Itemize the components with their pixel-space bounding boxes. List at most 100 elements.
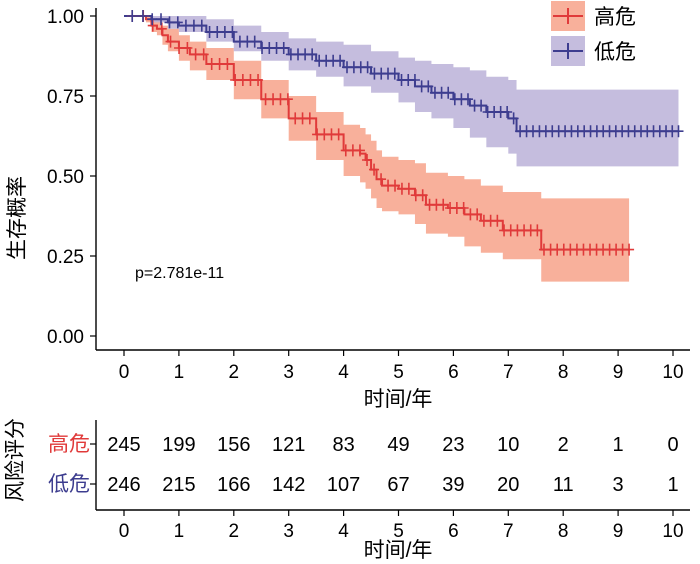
censor-mark — [249, 35, 260, 48]
main-axes: 0.00 0.25 0.50 0.75 1.00 0 1 2 3 4 5 6 7 8 9 10 — [47, 7, 690, 383]
risk-count: 10 — [497, 434, 519, 456]
censor-mark — [182, 42, 193, 54]
risk-count: 121 — [272, 434, 305, 456]
risk-count: 156 — [217, 434, 250, 456]
censor-mark — [417, 189, 428, 202]
y-tick-label: 0.25 — [47, 247, 84, 268]
censor-mark — [462, 93, 473, 106]
censor-mark — [390, 179, 401, 192]
censor-mark — [174, 42, 185, 54]
censor-mark — [147, 13, 158, 26]
risk-count: 2 — [558, 434, 569, 456]
censor-mark — [354, 144, 365, 157]
risk-x-tick-label: 10 — [662, 521, 683, 542]
censor-mark — [443, 86, 454, 99]
censor-mark — [304, 112, 315, 125]
censor-mark — [389, 67, 400, 80]
risk-count: 83 — [332, 434, 354, 456]
risk-count: 23 — [442, 434, 464, 456]
risk-table: 高危 245 199 156 121 83 49 23 10 2 1 0低危 246 215 166 142 1… — [48, 420, 690, 542]
censor-mark — [458, 202, 469, 214]
risk-count: 67 — [387, 474, 409, 496]
censor-mark — [335, 54, 346, 67]
censor-mark — [156, 13, 167, 26]
censor-mark — [278, 42, 289, 54]
censor-mark — [369, 163, 380, 176]
censor-mark — [253, 74, 264, 86]
censor-mark — [227, 26, 238, 38]
y-tick-label: 1.00 — [47, 7, 84, 28]
censor-mark — [307, 48, 318, 61]
risk-count: 11 — [553, 474, 574, 496]
legend-label: 高危 — [594, 6, 636, 29]
risk-x-tick-label: 9 — [613, 521, 624, 542]
risk-count: 0 — [667, 434, 678, 456]
risk-count: 1 — [613, 434, 624, 456]
x-tick-label: 2 — [229, 362, 240, 383]
risk-count: 20 — [497, 474, 519, 496]
x-tick-label: 1 — [174, 362, 185, 383]
risk-x-tick-label: 0 — [119, 521, 130, 542]
x-tick-label: 0 — [119, 362, 130, 383]
y-tick-label: 0.00 — [47, 327, 84, 348]
censor-mark — [624, 243, 635, 256]
risk-count: 142 — [272, 474, 305, 496]
legend-label: 低危 — [594, 41, 636, 64]
censor-mark — [196, 19, 207, 32]
y-tick-label: 0.75 — [47, 87, 84, 108]
risk-x-axis-title: 时间/年 — [364, 539, 433, 562]
x-tick-label: 4 — [338, 362, 349, 383]
risk-count: 3 — [613, 474, 624, 496]
risk-count: 39 — [442, 474, 464, 496]
censor-mark — [472, 208, 483, 221]
risk-count: 246 — [107, 474, 140, 496]
censor-mark — [403, 182, 414, 195]
censor-mark — [532, 224, 543, 237]
censor-marks — [127, 10, 684, 256]
x-tick-label: 5 — [393, 362, 404, 383]
risk-count: 166 — [217, 474, 250, 496]
risk-count: 199 — [162, 434, 195, 456]
censor-mark — [376, 173, 387, 186]
x-tick-label: 3 — [283, 362, 294, 383]
risk-x-tick-label: 1 — [174, 521, 185, 542]
risk-count: 215 — [162, 474, 195, 496]
censor-mark — [282, 93, 293, 106]
risk-x-tick-label: 7 — [503, 521, 514, 542]
censor-mark — [409, 74, 420, 86]
risk-table-title: 风险评分 — [4, 418, 27, 502]
y-axis-title: 生存概率 — [6, 176, 29, 260]
risk-x-tick-label: 2 — [229, 521, 240, 542]
censor-mark — [673, 125, 684, 138]
x-tick-label: 10 — [662, 362, 683, 383]
censor-mark — [222, 58, 233, 70]
risk-row-label: 低危 — [48, 473, 90, 496]
censor-mark — [172, 16, 183, 29]
x-axis-title: 时间/年 — [364, 388, 433, 411]
x-tick-label: 6 — [448, 362, 459, 383]
risk-count: 49 — [387, 434, 409, 456]
risk-count: 1 — [667, 474, 678, 496]
risk-count: 245 — [107, 434, 140, 456]
censor-mark — [165, 35, 176, 48]
risk-x-tick-label: 8 — [558, 521, 569, 542]
x-tick-label: 9 — [613, 362, 624, 383]
censor-mark — [198, 48, 209, 61]
risk-x-tick-label: 4 — [338, 521, 349, 542]
censor-mark — [492, 214, 503, 227]
risk-x-tick-label: 3 — [283, 521, 294, 542]
y-tick-label: 0.50 — [47, 167, 84, 188]
censor-mark — [476, 99, 487, 112]
p-value-annotation: p=2.781e-11 — [135, 265, 224, 282]
risk-x-tick-label: 6 — [448, 521, 459, 542]
censor-mark — [362, 154, 373, 166]
ci-band-low-risk — [124, 16, 679, 167]
x-tick-label: 7 — [503, 362, 514, 383]
censor-mark — [362, 61, 373, 74]
censor-mark — [423, 80, 434, 93]
censor-mark — [508, 112, 519, 125]
x-tick-label: 8 — [558, 362, 569, 383]
censor-mark — [502, 106, 513, 118]
